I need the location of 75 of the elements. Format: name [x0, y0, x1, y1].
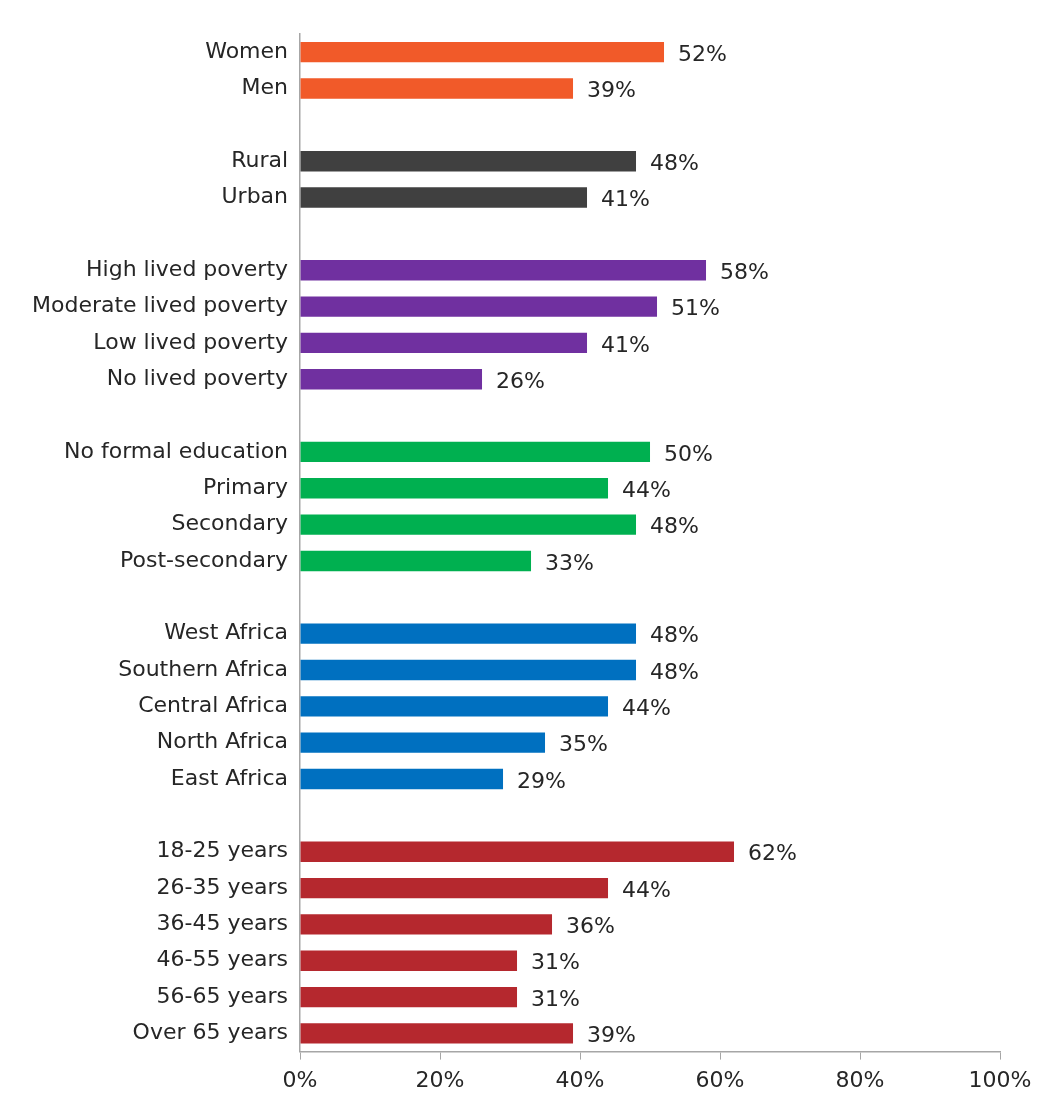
y-tick-label: Men	[241, 74, 289, 100]
data-label: 36%	[566, 913, 615, 939]
data-label: 62%	[748, 840, 797, 866]
y-tick-label: Women	[205, 37, 289, 63]
y-tick-label: Rural	[231, 146, 289, 172]
bar	[300, 841, 735, 862]
y-tick-label: North Africa	[156, 728, 289, 754]
y-tick-label: East Africa	[170, 764, 289, 790]
y-tick-label: Southern Africa	[118, 655, 289, 681]
data-label: 44%	[622, 477, 671, 502]
data-label: 41%	[601, 331, 650, 357]
bar	[300, 260, 707, 281]
bar	[300, 78, 574, 99]
data-label: 50%	[664, 440, 713, 466]
bar	[300, 332, 588, 354]
y-tick-label: 56-65 years	[156, 982, 289, 1008]
bar	[300, 732, 546, 753]
bar	[300, 877, 609, 899]
bar	[300, 768, 504, 790]
bar	[300, 914, 553, 935]
bar	[300, 1023, 574, 1044]
bar	[300, 659, 637, 681]
bar	[300, 441, 651, 463]
y-tick-label: 18-25 years	[156, 837, 289, 863]
bar	[300, 986, 518, 1008]
data-label: 44%	[622, 695, 671, 721]
bar	[300, 550, 532, 572]
x-tick-label: 20%	[415, 1066, 465, 1092]
y-tick-label: Low lived poverty	[93, 328, 289, 354]
bar	[300, 187, 588, 208]
bar	[300, 296, 658, 317]
data-label: 33%	[545, 549, 594, 575]
data-label: 39%	[587, 1022, 636, 1048]
y-tick-label: High lived poverty	[86, 255, 289, 281]
bar	[300, 623, 637, 644]
data-label: 48%	[650, 513, 699, 539]
data-label: 41%	[601, 186, 650, 212]
bar	[300, 478, 609, 499]
data-label: 48%	[650, 149, 699, 175]
y-tick-label: Secondary	[171, 510, 289, 536]
bar	[300, 42, 665, 63]
y-tick-label: 26-35 years	[156, 873, 289, 899]
y-tick-label: 36-45 years	[156, 910, 289, 936]
data-label: 48%	[650, 622, 699, 648]
bar	[300, 369, 483, 390]
x-tick-label: 40%	[555, 1066, 605, 1092]
data-label: 52%	[678, 40, 727, 66]
y-tick-label: 46-55 years	[156, 946, 289, 972]
x-tick-label: 60%	[695, 1066, 745, 1092]
data-label: 39%	[587, 77, 636, 103]
x-tick-label: 100%	[968, 1066, 1032, 1092]
y-tick-label: Urban	[221, 183, 289, 209]
bar	[300, 151, 637, 172]
bar	[300, 696, 609, 717]
data-label: 58%	[720, 258, 769, 284]
data-label: 35%	[559, 731, 608, 757]
data-label: 31%	[531, 949, 580, 975]
data-label: 48%	[650, 658, 699, 684]
y-tick-label: Central Africa	[138, 692, 289, 718]
x-tick-label: 0%	[282, 1066, 318, 1092]
data-label: 26%	[496, 367, 545, 393]
data-label: 51%	[671, 295, 720, 321]
x-tick-label: 80%	[835, 1066, 885, 1092]
y-tick-label: Post-secondary	[120, 546, 289, 572]
y-tick-label: Moderate lived poverty	[32, 292, 289, 318]
y-tick-label: No lived poverty	[106, 364, 289, 390]
y-tick-label: Primary	[203, 474, 289, 499]
data-label: 29%	[517, 767, 566, 793]
y-tick-label: No formal education	[64, 437, 289, 463]
data-label: 31%	[531, 985, 580, 1011]
data-label: 44%	[622, 876, 671, 902]
y-tick-label: West Africa	[164, 619, 289, 645]
bar	[300, 950, 518, 971]
bar	[300, 514, 637, 535]
y-tick-label: Over 65 years	[132, 1019, 289, 1045]
